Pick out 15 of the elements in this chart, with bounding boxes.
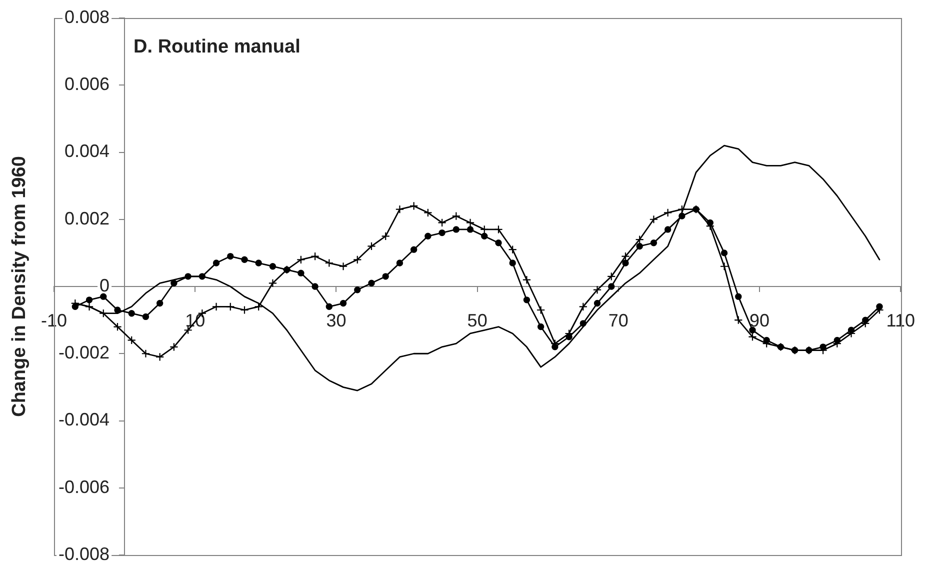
y-tick-label: 0.004 <box>64 141 110 162</box>
y-tick-label: 0.008 <box>64 6 110 27</box>
x-tick-label: 50 <box>467 310 488 330</box>
x-tick-label: 30 <box>326 310 346 330</box>
y-tick-label: 0 <box>100 275 110 296</box>
y-tick-label: -0.008 <box>58 544 110 562</box>
y-tick-label: -0.006 <box>58 476 110 497</box>
y-tick-label: -0.004 <box>58 410 110 430</box>
x-tick-label: 70 <box>608 310 628 330</box>
x-tick-label: 90 <box>750 310 770 330</box>
y-tick-label: 0.006 <box>64 74 110 94</box>
y-tick-label: -0.002 <box>58 342 110 363</box>
y-axis-title: Change in Density from 1960 <box>9 156 30 417</box>
y-tick-label: 0.002 <box>64 208 110 228</box>
text: D. Routine manual <box>134 36 300 58</box>
